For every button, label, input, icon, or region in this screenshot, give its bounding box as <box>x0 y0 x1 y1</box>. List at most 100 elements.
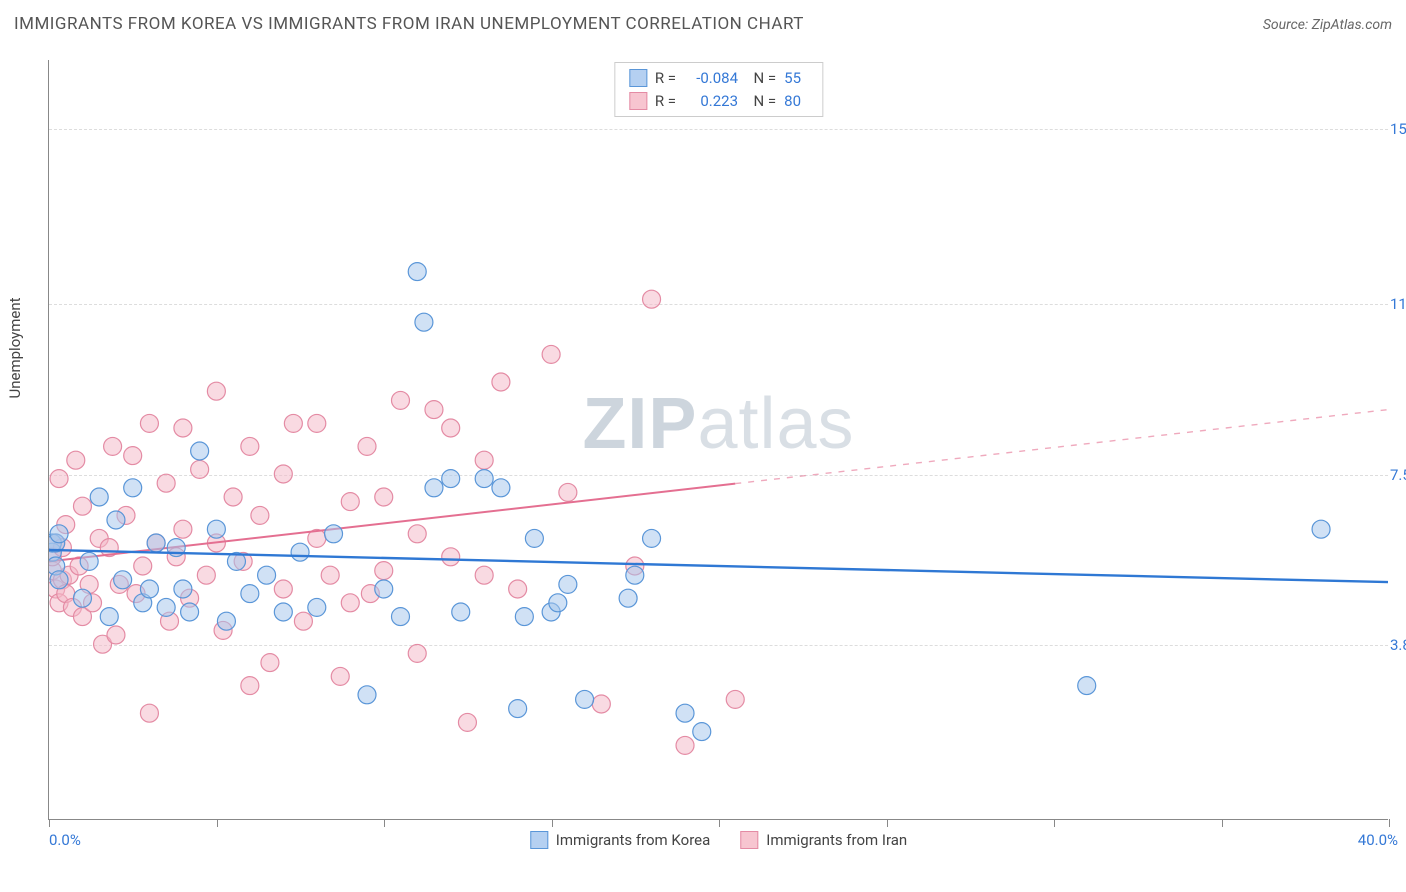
plot-area: Unemployment 3.8%7.5%11.2%15.0% 0.0% 40.… <box>48 60 1388 820</box>
korea-point <box>181 603 199 621</box>
n-label: N = <box>746 90 776 113</box>
iran-point <box>274 580 292 598</box>
korea-point <box>492 479 510 497</box>
iran-point <box>157 474 175 492</box>
iran-point <box>509 580 527 598</box>
korea-point <box>576 690 594 708</box>
korea-point <box>241 585 259 603</box>
swatch-iran-icon <box>740 831 758 849</box>
iran-point <box>274 465 292 483</box>
iran-point <box>331 667 349 685</box>
iran-point <box>321 566 339 584</box>
iran-point <box>375 488 393 506</box>
korea-point <box>415 313 433 331</box>
korea-point <box>80 552 98 570</box>
scatter-svg <box>49 60 1388 819</box>
iran-point <box>294 612 312 630</box>
korea-point <box>217 612 235 630</box>
y-tick-label: 7.5% <box>1390 466 1406 484</box>
iran-point <box>124 447 142 465</box>
korea-point <box>100 608 118 626</box>
n-label: N = <box>746 67 776 90</box>
korea-point <box>559 575 577 593</box>
x-tick <box>552 819 553 827</box>
iran-point <box>308 414 326 432</box>
y-tick-label: 15.0% <box>1390 120 1406 138</box>
korea-point <box>147 534 165 552</box>
legend-item-korea: Immigrants from Korea <box>530 831 710 849</box>
x-tick <box>1389 819 1390 827</box>
iran-point <box>726 690 744 708</box>
iran-point <box>475 451 493 469</box>
korea-point <box>325 525 343 543</box>
iran-r-value: 0.223 <box>684 90 738 113</box>
iran-point <box>261 654 279 672</box>
korea-point <box>626 566 644 584</box>
iran-point <box>191 460 209 478</box>
korea-point <box>308 598 326 616</box>
legend-label-korea: Immigrants from Korea <box>556 831 710 849</box>
iran-point <box>174 520 192 538</box>
y-axis-title: Unemployment <box>6 297 24 398</box>
iran-point <box>140 414 158 432</box>
korea-point <box>73 589 91 607</box>
korea-point <box>515 608 533 626</box>
korea-point <box>425 479 443 497</box>
x-tick <box>384 819 385 827</box>
iran-point <box>375 562 393 580</box>
iran-point <box>207 382 225 400</box>
korea-point <box>207 520 225 538</box>
swatch-iran-icon <box>629 92 647 110</box>
korea-point <box>90 488 108 506</box>
korea-point <box>549 594 567 612</box>
r-label: R = <box>655 90 676 113</box>
iran-point <box>67 451 85 469</box>
x-min-label: 0.0% <box>49 831 81 849</box>
iran-point <box>559 483 577 501</box>
korea-point <box>442 470 460 488</box>
korea-point <box>452 603 470 621</box>
iran-trendline-extrapolated <box>735 410 1388 484</box>
iran-n-value: 80 <box>784 90 808 113</box>
iran-point <box>542 345 560 363</box>
stats-row-korea: R = -0.084 N = 55 <box>629 67 808 90</box>
header-row: IMMIGRANTS FROM KOREA VS IMMIGRANTS FROM… <box>14 14 1392 34</box>
korea-point <box>274 603 292 621</box>
y-tick-label: 3.8% <box>1390 636 1406 654</box>
chart-title: IMMIGRANTS FROM KOREA VS IMMIGRANTS FROM… <box>14 14 804 34</box>
iran-point <box>73 497 91 515</box>
korea-point <box>124 479 142 497</box>
iran-point <box>408 525 426 543</box>
source-label: Source: ZipAtlas.com <box>1263 17 1392 33</box>
iran-point <box>391 391 409 409</box>
legend-item-iran: Immigrants from Iran <box>740 831 907 849</box>
korea-point <box>50 525 68 543</box>
x-tick <box>887 819 888 827</box>
x-tick <box>719 819 720 827</box>
korea-point <box>525 529 543 547</box>
korea-point <box>391 608 409 626</box>
iran-point <box>408 644 426 662</box>
korea-point <box>1078 677 1096 695</box>
korea-point <box>643 529 661 547</box>
legend-label-iran: Immigrants from Iran <box>766 831 907 849</box>
iran-point <box>442 419 460 437</box>
korea-point <box>114 571 132 589</box>
korea-point <box>1312 520 1330 538</box>
korea-n-value: 55 <box>784 67 808 90</box>
korea-point <box>107 511 125 529</box>
x-tick <box>1054 819 1055 827</box>
korea-point <box>375 580 393 598</box>
x-tick <box>217 819 218 827</box>
korea-point <box>140 580 158 598</box>
iran-point <box>643 290 661 308</box>
iran-point <box>107 626 125 644</box>
iran-point <box>50 470 68 488</box>
korea-point <box>509 700 527 718</box>
iran-point <box>492 373 510 391</box>
bottom-legend: Immigrants from Korea Immigrants from Ir… <box>530 831 907 849</box>
iran-point <box>358 437 376 455</box>
iran-point <box>174 419 192 437</box>
korea-point <box>157 598 175 616</box>
korea-point <box>358 686 376 704</box>
